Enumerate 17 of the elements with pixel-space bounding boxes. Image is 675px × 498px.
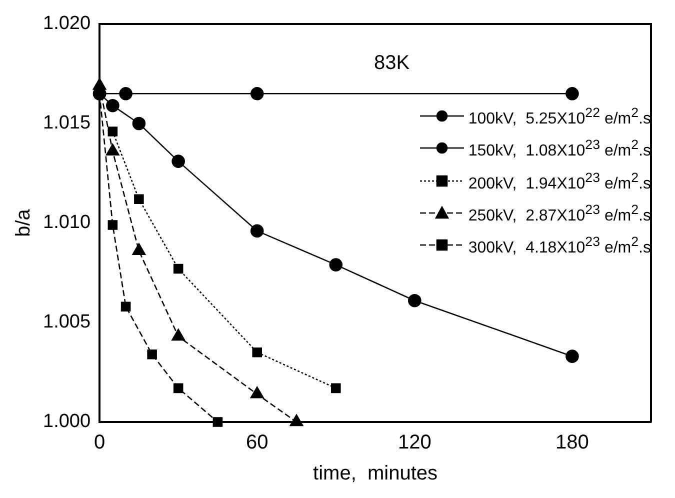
- legend-label: 100kV, 5.25X10$^{22}$ e/m$^{2}$.s: [468, 104, 651, 130]
- y-tick-label: 1.015: [43, 112, 91, 134]
- x-tick-label: 180: [556, 432, 589, 454]
- x-tick-label: 0: [94, 432, 106, 454]
- legend-label: 150kV, 1.08X10$^{23}$ e/m$^{2}$.s: [468, 136, 651, 162]
- x-axis-title: time, minutes: [313, 462, 438, 485]
- y-tick-label: 1.010: [43, 212, 91, 234]
- y-axis-title: b/a: [12, 208, 35, 237]
- y-tick-label: 1.005: [43, 312, 91, 333]
- legend-label: 300kV, 4.18X10$^{23}$ e/m$^{2}$.s: [468, 233, 651, 259]
- x-tick-label: 60: [246, 432, 268, 454]
- x-tick-label: 120: [398, 432, 432, 454]
- y-tick-label: 1.000: [43, 411, 91, 432]
- legend-label: 250kV, 2.87X10$^{23}$ e/m$^{2}$.s: [468, 200, 651, 226]
- y-tick-label: 1.020: [43, 13, 91, 34]
- legend-label: 200kV, 1.94X10$^{23}$ e/m$^{2}$.s: [468, 168, 651, 194]
- annotation: 83K: [374, 52, 410, 74]
